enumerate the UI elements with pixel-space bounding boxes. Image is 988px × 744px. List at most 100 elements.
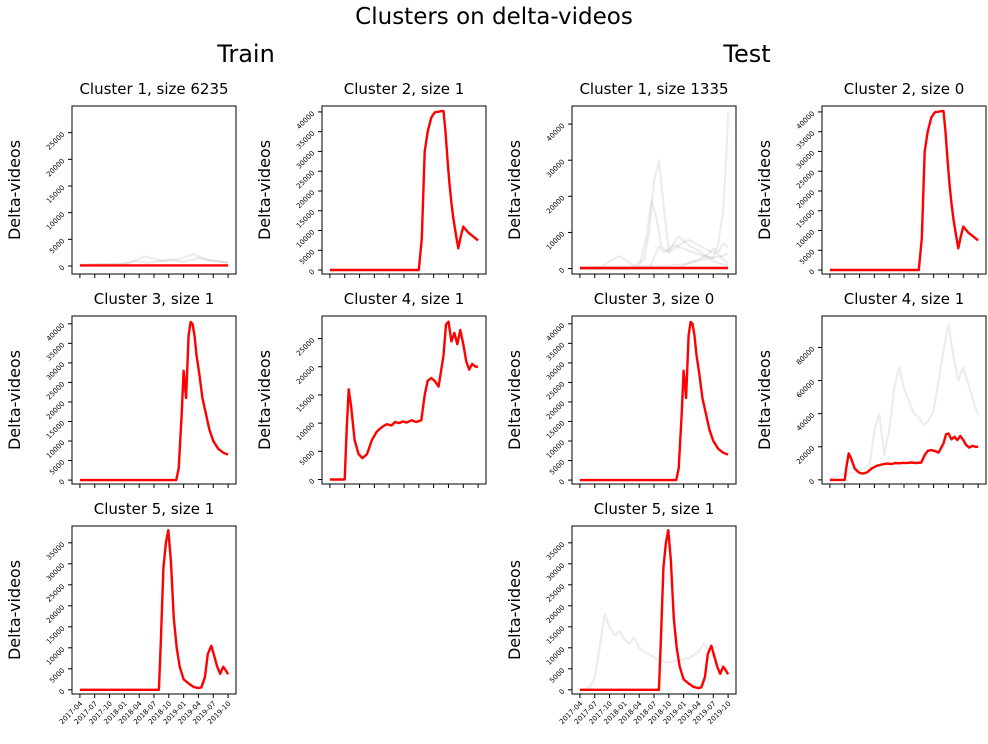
subplot-1: Cluster 1, size 6235 Delta-videos 0 5000 100… xyxy=(5,80,237,278)
figure-title: Clusters on delta-videos xyxy=(355,4,633,30)
y-tick-label: 20000 xyxy=(795,445,816,466)
y-tick-label: 40000 xyxy=(795,411,816,432)
y-tick-label: 0 xyxy=(308,477,317,486)
plot-frame xyxy=(571,315,737,485)
subplot-title: Cluster 4, size 1 xyxy=(344,290,464,308)
y-tick-label: 20000 xyxy=(45,400,66,421)
y-tick-label: 10000 xyxy=(295,421,316,442)
y-tick-label: 10000 xyxy=(45,646,66,667)
subplot-title: Cluster 2, size 0 xyxy=(844,80,964,98)
y-tick-label: 5000 xyxy=(48,237,66,255)
centroid-line xyxy=(829,432,979,482)
y-tick-label: 15000 xyxy=(545,625,566,646)
group-title-train: Train xyxy=(217,40,275,68)
y-tick-label: 25000 xyxy=(295,169,316,190)
y-tick-label: 20000 xyxy=(45,157,66,178)
y-tick-label: 35000 xyxy=(545,541,566,562)
subplot-8: Cluster 3, size 0 Delta-videos 0 5000100001… xyxy=(505,290,737,488)
y-tick-label: 10000 xyxy=(545,230,566,251)
y-tick-label: 10000 xyxy=(45,210,66,231)
y-tick-label: 15000 xyxy=(45,184,66,205)
y-tick-label: 40000 xyxy=(45,322,66,343)
centroid-line xyxy=(579,320,729,482)
group-title-test: Test xyxy=(723,40,771,68)
subplot-7: Cluster 2, size 0 Delta-videos 0 5000100001… xyxy=(755,80,987,278)
plot-frame xyxy=(71,315,237,485)
y-tick-label: 25000 xyxy=(45,380,66,401)
subplot-5: Cluster 5, size 1 Delta-videos 0 5000100001… xyxy=(5,500,237,726)
y-tick-label: 30000 xyxy=(795,149,816,170)
y-tick-label: 20000 xyxy=(795,189,816,210)
member-series-line xyxy=(579,113,730,270)
y-tick-label: 35000 xyxy=(795,129,816,150)
y-tick-label: 0 xyxy=(558,478,567,487)
y-axis-label: Delta-videos xyxy=(505,140,524,240)
y-axis-label: Delta-videos xyxy=(755,350,774,450)
y-tick-label: 25000 xyxy=(545,583,566,604)
y-tick-label: 20000 xyxy=(545,400,566,421)
y-tick-label: 30000 xyxy=(545,158,566,179)
member-series-line xyxy=(579,198,729,270)
y-axis-label: Delta-videos xyxy=(255,350,274,450)
y-tick-label: 0 xyxy=(58,264,67,273)
centroid-line xyxy=(579,529,730,691)
y-tick-label: 60000 xyxy=(795,378,816,399)
y-tick-label: 5000 xyxy=(798,248,816,266)
y-axis-label: Delta-videos xyxy=(755,140,774,240)
y-tick-label: 15000 xyxy=(295,209,316,230)
y-tick-label: 0 xyxy=(558,688,567,697)
y-tick-label: 20000 xyxy=(545,604,566,625)
centroid-line xyxy=(329,109,479,272)
y-tick-label: 5000 xyxy=(48,667,66,685)
y-tick-label: 15000 xyxy=(295,393,316,414)
y-tick-label: 0 xyxy=(558,266,567,275)
subplot-title: Cluster 1, size 1335 xyxy=(579,80,728,98)
y-tick-label: 35000 xyxy=(45,541,66,562)
y-tick-label: 40000 xyxy=(795,110,816,131)
y-tick-label: 20000 xyxy=(295,364,316,385)
y-tick-label: 25000 xyxy=(795,169,816,190)
y-tick-label: 0 xyxy=(58,478,67,487)
member-series-line xyxy=(829,323,980,480)
centroid-line xyxy=(329,320,479,481)
y-tick-label: 20000 xyxy=(545,194,566,215)
member-series-line xyxy=(579,242,729,270)
y-tick-label: 25000 xyxy=(295,336,316,357)
y-tick-label: 15000 xyxy=(545,419,566,440)
subplot-2: Cluster 2, size 1 Delta-videos 0 5000100001… xyxy=(255,80,487,278)
member-series-line xyxy=(579,613,729,691)
y-tick-label: 10000 xyxy=(295,228,316,249)
y-tick-label: 10000 xyxy=(45,439,66,460)
y-tick-label: 5000 xyxy=(298,449,316,467)
centroid-line xyxy=(79,529,230,691)
member-series-line xyxy=(79,256,229,266)
y-tick-label: 0 xyxy=(808,268,817,277)
y-tick-label: 15000 xyxy=(45,625,66,646)
subplot-title: Cluster 4, size 1 xyxy=(844,290,964,308)
centroid-line xyxy=(829,109,979,272)
y-axis-label: Delta-videos xyxy=(5,350,24,450)
y-axis-label: Delta-videos xyxy=(255,140,274,240)
y-tick-label: 35000 xyxy=(295,129,316,150)
y-tick-label: 0 xyxy=(808,478,817,487)
plot-frame xyxy=(71,525,237,695)
subplot-title: Cluster 3, size 0 xyxy=(594,290,714,308)
subplot-title: Cluster 5, size 1 xyxy=(94,500,214,518)
y-tick-label: 30000 xyxy=(45,361,66,382)
y-tick-label: 40000 xyxy=(545,122,566,143)
y-axis-label: Delta-videos xyxy=(505,350,524,450)
subplot-3: Cluster 3, size 1 Delta-videos 0 5000100001… xyxy=(5,290,237,488)
y-tick-label: 10000 xyxy=(795,228,816,249)
y-tick-label: 40000 xyxy=(545,322,566,343)
subplot-title: Cluster 3, size 1 xyxy=(94,290,214,308)
y-tick-label: 25000 xyxy=(545,380,566,401)
y-tick-label: 20000 xyxy=(45,604,66,625)
subplot-title: Cluster 1, size 6235 xyxy=(79,80,228,98)
y-tick-label: 30000 xyxy=(545,361,566,382)
y-tick-label: 0 xyxy=(58,688,67,697)
subplot-4: Cluster 4, size 1 Delta-videos 0 5000 10000 1… xyxy=(255,290,487,488)
y-tick-label: 25000 xyxy=(45,130,66,151)
subplot-9: Cluster 4, size 1 Delta-videos 0 20000 40000… xyxy=(755,290,987,488)
